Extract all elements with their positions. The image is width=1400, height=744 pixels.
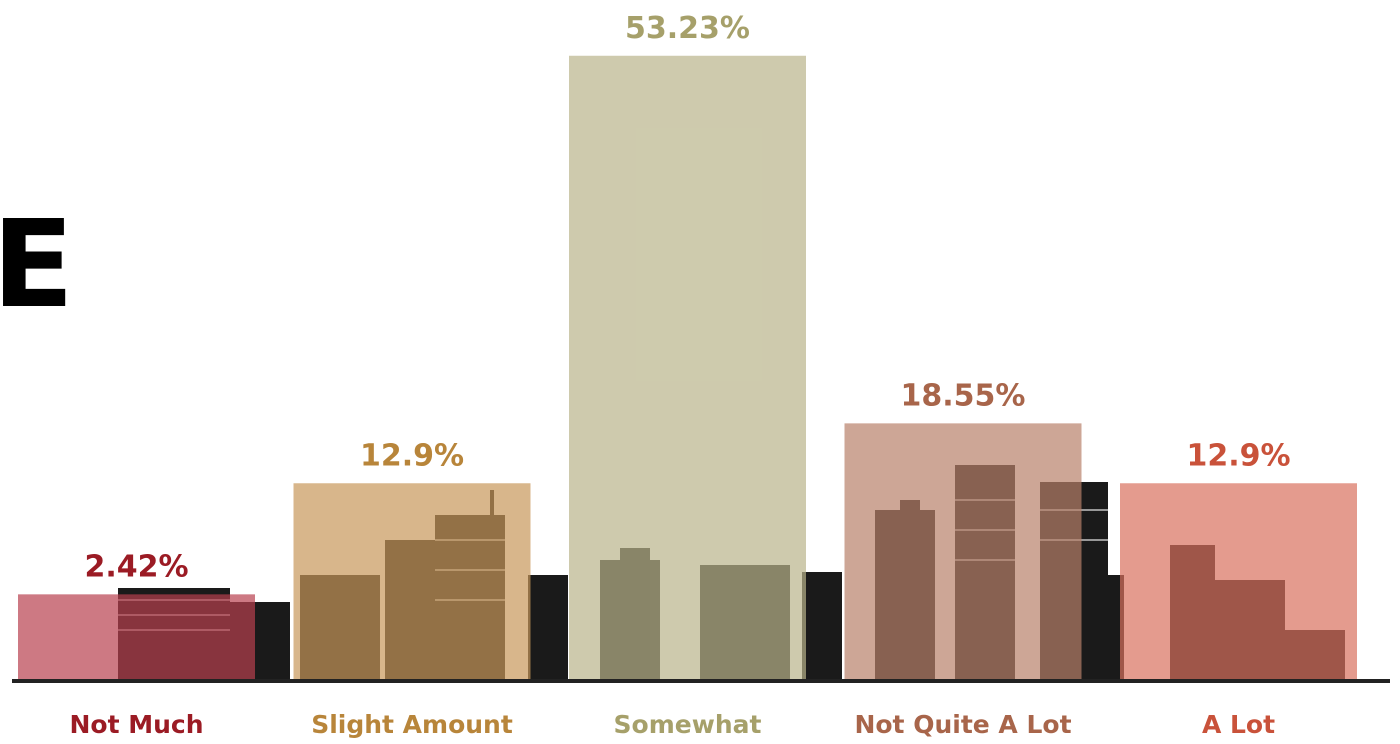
category-label: Slight Amount — [311, 710, 513, 739]
chart-title: E — [0, 196, 74, 335]
bar — [845, 423, 1082, 680]
chart: E 2.42% Not Much 12.9% Slight Amount 53.23% S… — [0, 0, 1400, 744]
value-label: 18.55% — [901, 378, 1026, 413]
value-label: 2.42% — [84, 549, 188, 584]
value-label: 53.23% — [625, 11, 750, 46]
category-label: A Lot — [1202, 710, 1275, 739]
category-label: Somewhat — [614, 710, 762, 739]
bar — [18, 594, 255, 680]
category-label: Not Quite A Lot — [854, 710, 1071, 739]
bar — [1120, 483, 1357, 680]
bar — [294, 483, 531, 680]
value-label: 12.9% — [1186, 438, 1290, 473]
category-label: Not Much — [69, 710, 203, 739]
bar — [569, 56, 806, 680]
value-label: 12.9% — [360, 438, 464, 473]
